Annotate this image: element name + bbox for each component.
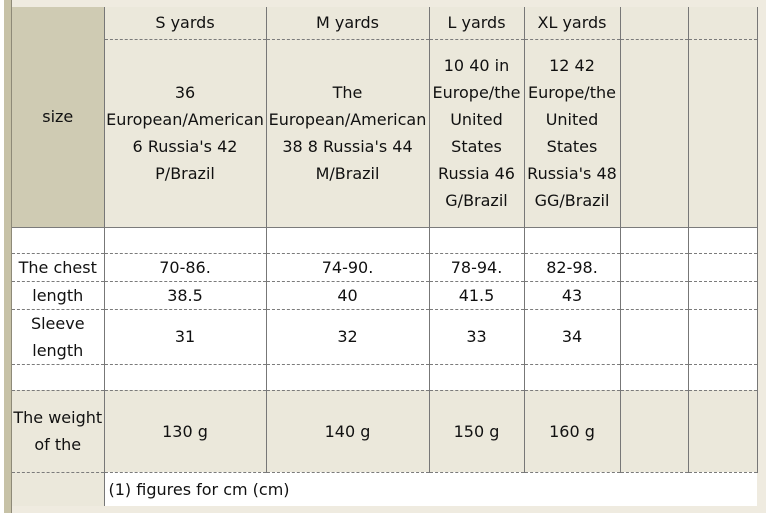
column-header-m: M yards (266, 7, 430, 40)
measurement-note: (1) figures for cm (cm) (104, 472, 757, 506)
spacer-cell (266, 364, 430, 391)
column-header-xl: XL yards (524, 7, 621, 40)
size-conversion-row: 36 European/American 6 Russia's 42 P/Bra… (12, 39, 758, 227)
size-xl-cell: 12 42 Europe/the United States Russia's … (524, 39, 621, 227)
length-m: 40 (266, 281, 430, 310)
length-empty-1 (620, 281, 689, 310)
sleeve-s: 31 (104, 309, 267, 365)
spacer-cell (524, 364, 621, 391)
chest-m: 74-90. (266, 253, 430, 282)
chest-label: The chest (12, 253, 105, 282)
weight-empty-1 (620, 390, 689, 473)
length-s: 38.5 (104, 281, 267, 310)
length-xl: 43 (524, 281, 621, 310)
length-l: 41.5 (429, 281, 525, 310)
size-s-text: 36 European/American 6 Russia's 42 P/Bra… (106, 83, 264, 183)
length-empty-2 (688, 281, 758, 310)
size-l-text: 10 40 in Europe/the United States Russia… (432, 56, 521, 210)
size-empty-cell-1 (620, 39, 689, 227)
chest-empty-1 (620, 253, 689, 282)
size-chart-table: size S yards M yards L yards XL yards 36… (12, 7, 758, 506)
size-m-cell: The European/American 38 8 Russia's 44 M… (266, 39, 430, 227)
weight-l: 150 g (429, 390, 525, 473)
left-sidebar-strip (4, 0, 12, 513)
spacer-cell (104, 226, 267, 254)
spacer-cell (620, 364, 689, 391)
chest-l: 78-94. (429, 253, 525, 282)
sleeve-m: 32 (266, 309, 430, 365)
sleeve-empty-1 (620, 309, 689, 365)
spacer-cell (620, 226, 689, 254)
spacer-row-1 (12, 226, 758, 254)
spacer-cell (429, 226, 525, 254)
size-s-cell: 36 European/American 6 Russia's 42 P/Bra… (104, 39, 267, 227)
column-header-empty-1 (620, 7, 689, 40)
weight-m: 140 g (266, 390, 430, 473)
spacer-cell (524, 226, 621, 254)
length-label: length (12, 281, 105, 310)
size-l-cell: 10 40 in Europe/the United States Russia… (429, 39, 525, 227)
size-xl-text: 12 42 Europe/the United States Russia's … (527, 56, 617, 210)
note-label-cell (12, 472, 105, 506)
header-row: size S yards M yards L yards XL yards (12, 7, 758, 227)
note-row: (1) figures for cm (cm) (12, 472, 757, 506)
weight-label: The weight of the (12, 390, 105, 473)
sleeve-label: Sleeve length (12, 309, 105, 365)
weight-label-text: The weight of the (13, 408, 103, 454)
size-m-text: The European/American 38 8 Russia's 44 M… (268, 83, 427, 183)
weight-xl: 160 g (524, 390, 621, 473)
spacer-row-2 (12, 364, 758, 391)
spacer-cell (688, 364, 758, 391)
sleeve-empty-2 (688, 309, 758, 365)
weight-empty-2 (688, 390, 758, 473)
spacer-cell (12, 364, 105, 391)
chest-row: The chest 70-86. 74-90. 78-94. 82-98. (12, 253, 758, 282)
spacer-cell (429, 364, 525, 391)
weight-s: 130 g (104, 390, 267, 473)
chest-s: 70-86. (104, 253, 267, 282)
size-empty-cell-2 (688, 39, 758, 227)
chest-empty-2 (688, 253, 758, 282)
column-header-s: S yards (104, 7, 267, 40)
size-label-cell: size (12, 7, 105, 227)
spacer-cell (12, 226, 105, 254)
sleeve-row: Sleeve length 31 32 33 34 (12, 309, 758, 365)
spacer-cell (104, 364, 267, 391)
column-header-empty-2 (688, 7, 758, 40)
size-label: size (42, 107, 74, 127)
sleeve-xl: 34 (524, 309, 621, 365)
sleeve-l: 33 (429, 309, 525, 365)
spacer-cell (266, 226, 430, 254)
column-header-l: L yards (429, 7, 525, 40)
spacer-cell (688, 226, 758, 254)
chest-xl: 82-98. (524, 253, 621, 282)
weight-row: The weight of the 130 g 140 g 150 g 160 … (12, 390, 758, 473)
length-row: length 38.5 40 41.5 43 (12, 281, 758, 310)
